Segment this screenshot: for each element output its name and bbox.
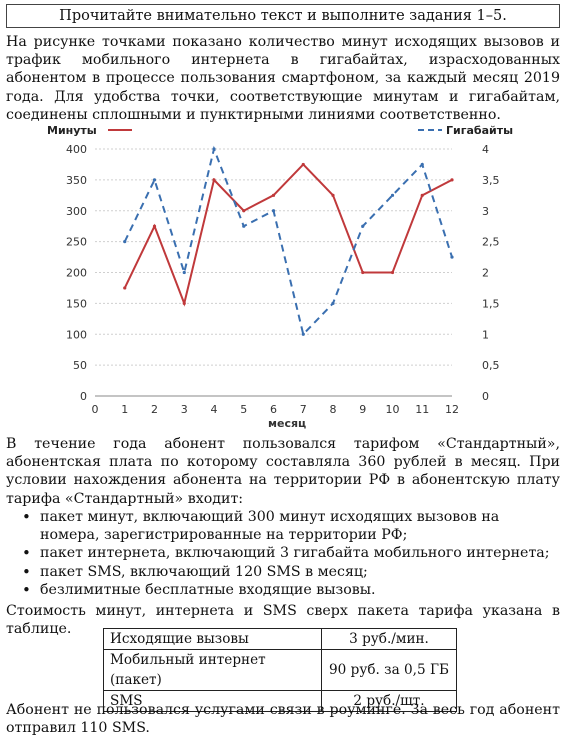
y-left-tick-label: 0 [80,390,87,403]
footer-paragraph: Абонент не пользовался услугами связи в … [6,702,560,737]
gigabytes-point [450,255,454,259]
x-tick-label: 0 [92,403,99,416]
y-right-tick-label: 4 [482,143,489,156]
x-tick-label: 8 [330,403,337,416]
tariff-table: Исходящие вызовы 3 руб./мин. Мобильный и… [103,628,457,712]
gigabytes-point [361,224,365,228]
bullet-item: пакет минут, включающий 300 минут исходя… [6,508,560,544]
x-tick-label: 5 [240,403,247,416]
y-left-tick-label: 150 [66,297,87,310]
gigabytes-point [331,301,335,305]
gigabytes-point [123,240,127,244]
gigabytes-point [271,209,276,213]
x-tick-label: 12 [445,403,459,416]
x-axis-label: месяц [268,417,306,430]
y-left-tick-label: 350 [66,174,87,187]
chart-legend: Минуты Гигабайты [47,124,513,137]
y-left-tick-label: 50 [73,359,87,372]
x-tick-label: 7 [300,403,307,416]
y-left-tick-label: 100 [66,328,87,341]
bullet-item: пакет интернета, включающий 3 гигабайта … [6,544,560,562]
tariff-bullets: пакет минут, включающий 300 минут исходя… [6,508,560,599]
y-left-tick-label: 200 [66,267,87,280]
x-tick-label: 9 [359,403,366,416]
x-tick-label: 1 [121,403,128,416]
table-cell-service: Мобильный интернет (пакет) [103,649,322,691]
x-tick-label: 11 [415,403,429,416]
y-right-tick-label: 1,5 [482,297,500,310]
y-left-tick-label: 400 [66,143,87,156]
left-axis-ticks: 0 50 100 150 200 250 300 350 400 [66,143,87,403]
gigabytes-point [420,162,424,167]
table-row: Мобильный интернет (пакет) 90 руб. за 0,… [103,649,457,691]
bullet-item: пакет SMS, включающий 120 SMS в месяц; [6,563,560,581]
right-axis-ticks: 0 0,5 1 1,5 2 2,5 3 3,5 4 [482,143,500,403]
x-tick-label: 2 [151,403,158,416]
y-right-tick-label: 3,5 [482,174,500,187]
x-tick-label: 10 [386,403,400,416]
minutes-point [242,209,246,213]
minutes-point [271,193,276,197]
gigabytes-point [152,178,157,182]
minutes-point [361,270,365,275]
y-right-tick-label: 2,5 [482,236,500,249]
gigabytes-point [390,193,395,197]
x-tick-label: 3 [181,403,188,416]
intro-paragraph: На рисунке точками показано количество м… [6,34,560,123]
table-row: Исходящие вызовы 3 руб./мин. [103,628,457,650]
gigabytes-point [182,270,186,275]
minutes-point [420,193,424,197]
y-right-tick-label: 0,5 [482,359,500,372]
y-right-tick-label: 3 [482,205,489,218]
gigabytes-line [123,145,453,337]
y-left-tick-label: 300 [66,205,87,218]
x-axis-ticks: 0 1 2 3 4 5 6 7 8 9 10 11 12 [92,403,460,416]
legend-minutes-label: Минуты [47,124,97,137]
table-intro: Стоимость минут, интернета и SMS сверх п… [6,603,560,638]
minutes-point [331,193,335,197]
table-cell-price: 3 руб./мин. [321,628,457,650]
legend-gigabytes-label: Гигабайты [446,124,513,137]
minutes-point [301,162,305,167]
y-right-tick-label: 2 [482,267,489,280]
y-left-tick-label: 250 [66,236,87,249]
chart-grid [95,148,452,397]
table-cell-price: 2 руб./шт. [321,690,457,712]
task-header: Прочитайте внимательно текст и выполните… [6,4,560,28]
table-cell-service: Исходящие вызовы [103,628,322,650]
x-tick-label: 6 [270,403,277,416]
minutes-point [123,286,127,290]
minutes-point [152,224,157,228]
minutes-point [182,301,186,305]
table-cell-price: 90 руб. за 0,5 ГБ [321,649,457,691]
bullet-item: безлимитные бесплатные входящие вызовы. [6,581,560,599]
table-row: SMS 2 руб./шт. [103,690,457,712]
gigabytes-point [242,224,246,228]
minutes-line [123,162,453,307]
y-right-tick-label: 0 [482,390,489,403]
x-tick-label: 4 [211,403,218,416]
gigabytes-point [212,147,216,151]
table-cell-service: SMS [103,690,322,712]
minutes-point [212,178,216,182]
minutes-point [390,270,395,275]
minutes-point [450,178,454,182]
y-right-tick-label: 1 [482,328,489,341]
gigabytes-point [301,332,305,336]
tariff-paragraph: В течение года абонент пользовался тариф… [6,436,560,507]
chart-series [123,145,454,337]
